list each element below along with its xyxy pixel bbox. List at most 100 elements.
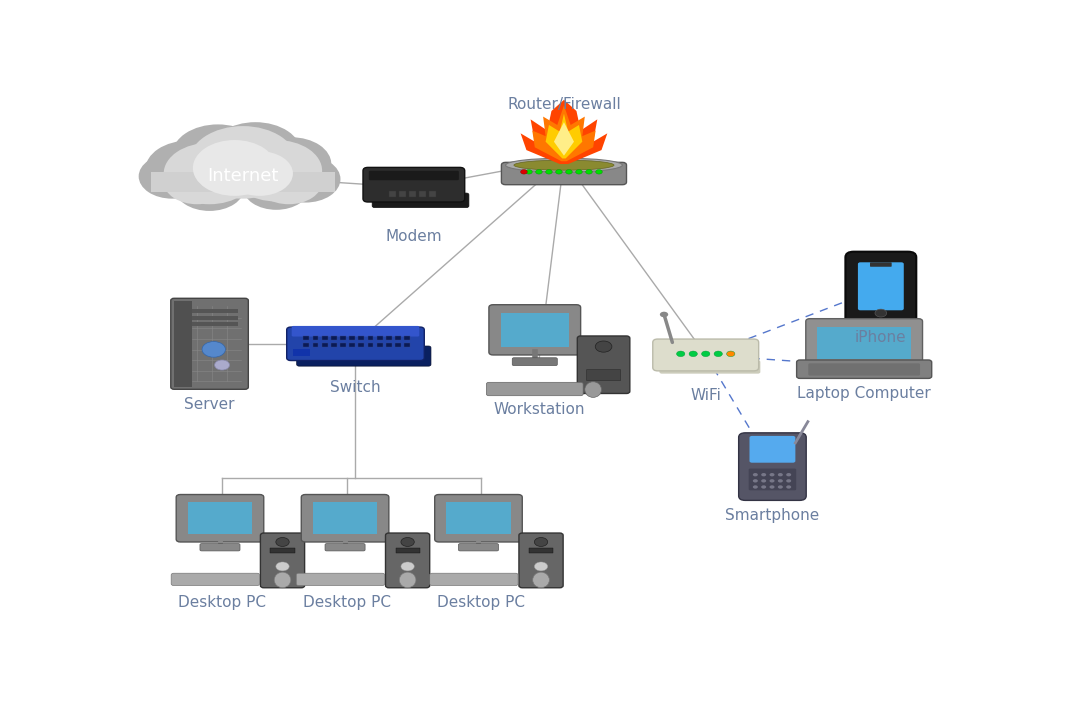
FancyBboxPatch shape	[386, 343, 392, 347]
FancyBboxPatch shape	[399, 191, 406, 197]
FancyBboxPatch shape	[750, 436, 795, 463]
FancyBboxPatch shape	[501, 162, 626, 185]
FancyBboxPatch shape	[292, 326, 420, 336]
Circle shape	[714, 351, 722, 357]
FancyBboxPatch shape	[749, 468, 796, 490]
Ellipse shape	[506, 167, 622, 181]
FancyBboxPatch shape	[409, 191, 415, 197]
FancyBboxPatch shape	[358, 336, 365, 340]
FancyBboxPatch shape	[738, 433, 806, 500]
FancyBboxPatch shape	[395, 343, 401, 347]
FancyBboxPatch shape	[846, 252, 917, 324]
FancyBboxPatch shape	[435, 494, 522, 542]
Circle shape	[875, 309, 887, 317]
Circle shape	[596, 170, 603, 174]
Text: WiFi: WiFi	[691, 389, 721, 403]
FancyBboxPatch shape	[377, 336, 383, 340]
Circle shape	[753, 473, 758, 476]
Text: Desktop PC: Desktop PC	[178, 595, 266, 610]
Circle shape	[226, 152, 293, 196]
FancyBboxPatch shape	[297, 346, 431, 366]
FancyBboxPatch shape	[660, 360, 761, 373]
FancyBboxPatch shape	[653, 339, 759, 371]
FancyBboxPatch shape	[312, 336, 318, 340]
FancyBboxPatch shape	[350, 343, 355, 347]
Polygon shape	[533, 105, 596, 161]
Circle shape	[660, 312, 668, 318]
Circle shape	[566, 170, 572, 174]
FancyBboxPatch shape	[429, 191, 436, 197]
Polygon shape	[554, 123, 574, 156]
FancyBboxPatch shape	[396, 547, 420, 553]
Circle shape	[536, 170, 542, 174]
Circle shape	[585, 170, 592, 174]
FancyBboxPatch shape	[519, 533, 563, 588]
FancyBboxPatch shape	[529, 547, 553, 553]
FancyBboxPatch shape	[200, 544, 240, 551]
FancyBboxPatch shape	[386, 336, 392, 340]
FancyBboxPatch shape	[429, 573, 518, 586]
FancyBboxPatch shape	[151, 173, 335, 192]
Circle shape	[270, 156, 340, 202]
Circle shape	[761, 479, 766, 483]
Text: Modem: Modem	[385, 229, 442, 244]
FancyBboxPatch shape	[870, 262, 892, 267]
Circle shape	[689, 351, 697, 357]
Circle shape	[761, 485, 766, 489]
Circle shape	[595, 341, 612, 352]
FancyBboxPatch shape	[286, 327, 424, 360]
Circle shape	[778, 479, 783, 483]
Ellipse shape	[514, 160, 614, 170]
Ellipse shape	[533, 572, 550, 588]
Circle shape	[769, 485, 775, 489]
Circle shape	[275, 537, 289, 547]
Circle shape	[521, 170, 527, 174]
FancyBboxPatch shape	[363, 167, 465, 202]
Text: Desktop PC: Desktop PC	[303, 595, 392, 610]
FancyBboxPatch shape	[858, 262, 904, 310]
FancyBboxPatch shape	[303, 343, 309, 347]
FancyBboxPatch shape	[322, 336, 327, 340]
FancyBboxPatch shape	[377, 343, 383, 347]
Text: Laptop Computer: Laptop Computer	[797, 386, 931, 401]
Circle shape	[401, 537, 414, 547]
FancyBboxPatch shape	[358, 343, 365, 347]
FancyBboxPatch shape	[500, 312, 569, 347]
Circle shape	[188, 126, 297, 199]
FancyBboxPatch shape	[270, 547, 295, 553]
FancyBboxPatch shape	[350, 336, 355, 340]
FancyBboxPatch shape	[458, 544, 498, 551]
FancyBboxPatch shape	[174, 301, 192, 387]
FancyBboxPatch shape	[806, 319, 922, 366]
Circle shape	[164, 160, 230, 204]
FancyBboxPatch shape	[325, 544, 365, 551]
Circle shape	[164, 143, 255, 204]
FancyBboxPatch shape	[171, 573, 259, 586]
FancyBboxPatch shape	[368, 343, 373, 347]
FancyBboxPatch shape	[388, 191, 396, 197]
FancyBboxPatch shape	[147, 146, 339, 207]
FancyBboxPatch shape	[193, 315, 238, 320]
FancyBboxPatch shape	[586, 370, 621, 381]
FancyBboxPatch shape	[331, 343, 337, 347]
FancyBboxPatch shape	[171, 298, 249, 389]
Circle shape	[214, 360, 229, 370]
Circle shape	[255, 160, 322, 204]
Circle shape	[555, 170, 563, 174]
Ellipse shape	[506, 158, 622, 172]
FancyBboxPatch shape	[369, 171, 458, 181]
FancyBboxPatch shape	[301, 494, 388, 542]
Circle shape	[778, 485, 783, 489]
Circle shape	[535, 562, 548, 571]
Text: Workstation: Workstation	[493, 402, 584, 418]
FancyBboxPatch shape	[385, 533, 429, 588]
Circle shape	[769, 473, 775, 476]
Text: iPhone: iPhone	[855, 330, 907, 345]
FancyBboxPatch shape	[796, 360, 932, 378]
Circle shape	[251, 137, 331, 191]
Circle shape	[275, 562, 289, 571]
Circle shape	[753, 485, 758, 489]
FancyBboxPatch shape	[807, 360, 922, 366]
FancyBboxPatch shape	[447, 502, 511, 534]
FancyBboxPatch shape	[176, 494, 264, 542]
